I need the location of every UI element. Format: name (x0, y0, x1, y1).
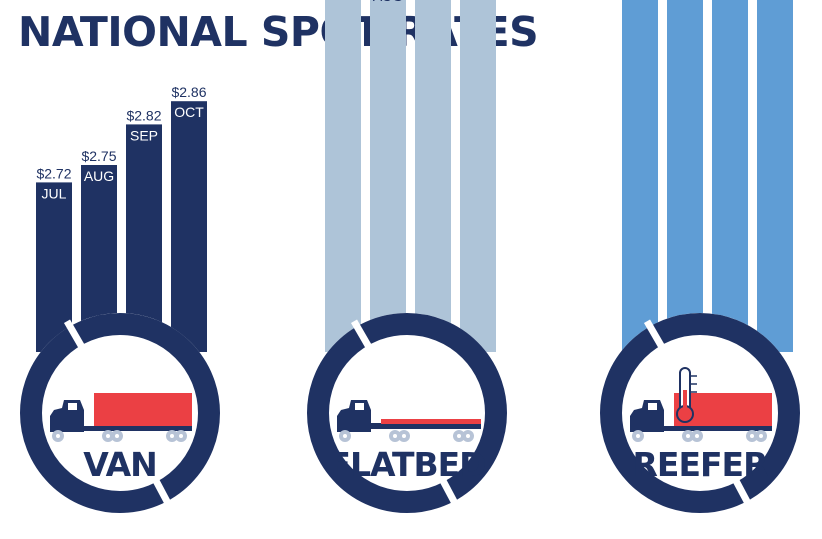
van-month-label-jul: JUL (42, 185, 67, 201)
van-hub-1 (56, 434, 60, 438)
reefer-hub-4 (750, 434, 754, 438)
van-cab-window-icon (68, 403, 77, 410)
van-value-label-jul: $2.72 (36, 165, 71, 181)
flatbed-hub-5 (466, 434, 470, 438)
van-value-label-aug: $2.75 (81, 148, 116, 164)
reefer-bar-jul (622, 0, 658, 352)
flatbed-bar-oct (460, 0, 496, 353)
reefer-bars: $3.13JUL$3.14AUG$3.23SEP$3.27OCT (622, 0, 793, 353)
flatbed-ring-gap-2 (437, 474, 460, 509)
reefer-hub-2 (686, 434, 690, 438)
reefer-hub-3 (695, 434, 699, 438)
reefer-hub-5 (759, 434, 763, 438)
van-hub-3 (115, 434, 119, 438)
flatbed-badge: FLATBED (307, 313, 507, 513)
flatbed-deck-icon (371, 423, 481, 429)
flatbed-label: FLATBED (328, 445, 485, 484)
reefer-label: REEFER (633, 445, 769, 484)
van-month-label-sep: SEP (130, 127, 158, 143)
flatbed-hub-1 (343, 434, 347, 438)
van-value-label-oct: $2.86 (171, 84, 206, 100)
page-title: NATIONAL SPOT RATES (18, 8, 539, 56)
flatbed-ring (307, 313, 507, 513)
reefer-ring-gap-2 (730, 474, 753, 509)
flatbed-bar-aug (370, 0, 406, 352)
reefer-bar-sep (712, 0, 748, 352)
flatbed-hub-4 (457, 434, 461, 438)
reefer-truck-icon (630, 367, 772, 442)
van-label: VAN (83, 445, 156, 484)
flatbed-badge-backdrop (307, 313, 507, 513)
van-hub-5 (179, 434, 183, 438)
van-value-label-sep: $2.82 (126, 107, 161, 123)
van-ring-gap-1 (63, 319, 88, 353)
bars-layer: $2.72 JUL $2.75 AUG $2.82 SEP $2.86 OCT $3.11JUL… (36, 0, 793, 353)
circles-layer: VAN FLATBED REEFER (20, 313, 800, 513)
van-hub-4 (170, 434, 174, 438)
flatbed-bar-jul (325, 0, 361, 352)
van-hub-2 (106, 434, 110, 438)
flatbed-hub-3 (402, 434, 406, 438)
van-trailer-icon (94, 393, 192, 426)
reefer-ring-gap-1 (643, 319, 668, 353)
reefer-bar-oct (757, 0, 793, 352)
van-month-label-aug: AUG (84, 168, 114, 184)
van-badge: VAN (20, 313, 220, 513)
reefer-ring (600, 313, 800, 513)
flatbed-truck-icon (337, 400, 481, 442)
flatbed-bars: $3.11JUL$3.06AUG$3.07SEP$3.07OCT (325, 0, 496, 353)
van-ring-gap-2 (150, 474, 173, 509)
thermometer-icon (676, 367, 697, 423)
reefer-hub-1 (636, 434, 640, 438)
reefer-cab-window-icon (648, 403, 657, 410)
thermometer-level-icon (683, 390, 687, 412)
van-bars: $2.72 JUL $2.75 AUG $2.82 SEP $2.86 OCT (36, 84, 207, 353)
flatbed-hub-2 (393, 434, 397, 438)
van-bar-oct (171, 101, 207, 352)
van-ring (20, 313, 220, 513)
flatbed-bar-sep (415, 0, 451, 353)
flatbed-cab-window-icon (355, 403, 364, 410)
flatbed-load-icon (381, 419, 481, 424)
van-month-label-oct: OCT (174, 104, 204, 120)
reefer-chassis-icon (664, 426, 772, 431)
van-truck-icon (50, 393, 192, 442)
reefer-badge: REEFER (600, 313, 800, 513)
van-chassis-icon (84, 426, 192, 431)
flatbed-ring-gap-1 (350, 319, 375, 353)
reefer-bar-aug (667, 0, 703, 353)
flatbed-month-label-aug: AUG (373, 0, 403, 4)
